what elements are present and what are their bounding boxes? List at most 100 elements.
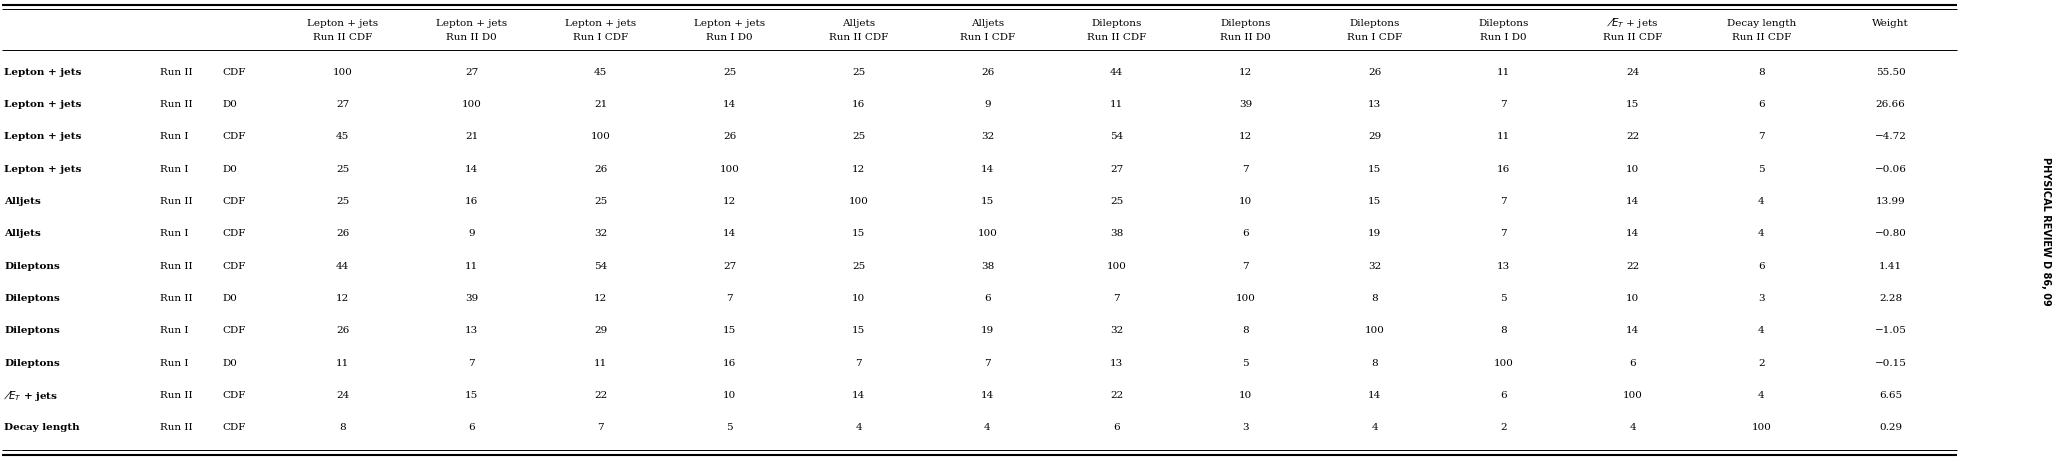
Text: 25: 25 [336,197,349,206]
Text: Dileptons: Dileptons [1478,18,1529,28]
Text: Alljets: Alljets [4,229,41,238]
Text: 100: 100 [1622,391,1643,400]
Text: D0: D0 [223,164,237,174]
Text: 100: 100 [848,197,869,206]
Text: 27: 27 [336,100,349,109]
Text: 100: 100 [462,100,481,109]
Text: 54: 54 [1110,132,1123,141]
Text: 14: 14 [1626,229,1639,238]
Text: 15: 15 [852,229,865,238]
Text: Run I: Run I [161,164,188,174]
Text: 100: 100 [1106,261,1127,271]
Text: 14: 14 [852,391,865,400]
Text: 22: 22 [1626,261,1639,271]
Text: Lepton + jets: Lepton + jets [566,18,636,28]
Text: 12: 12 [852,164,865,174]
Text: 15: 15 [1626,100,1639,109]
Text: 10: 10 [722,391,737,400]
Text: 6: 6 [985,294,991,303]
Text: 10: 10 [1626,294,1639,303]
Text: 10: 10 [1626,164,1639,174]
Text: $\mathit{\not\!\!E}_T$ + jets: $\mathit{\not\!\!E}_T$ + jets [4,388,58,403]
Text: 29: 29 [594,326,607,335]
Text: 4: 4 [854,423,863,432]
Text: 16: 16 [1496,164,1511,174]
Text: 6: 6 [469,423,475,432]
Text: 32: 32 [1110,326,1123,335]
Text: Lepton + jets: Lepton + jets [4,132,80,141]
Text: CDF: CDF [223,423,246,432]
Text: 44: 44 [1110,67,1123,77]
Text: 4: 4 [985,423,991,432]
Text: Run II CDF: Run II CDF [314,34,372,43]
Text: Run I D0: Run I D0 [1480,34,1527,43]
Text: 24: 24 [1626,67,1639,77]
Text: 54: 54 [594,261,607,271]
Text: 12: 12 [1238,67,1253,77]
Text: 26: 26 [594,164,607,174]
Text: 26: 26 [336,229,349,238]
Text: CDF: CDF [223,67,246,77]
Text: 7: 7 [469,359,475,368]
Text: 100: 100 [720,164,739,174]
Text: 8: 8 [1370,294,1379,303]
Text: −0.06: −0.06 [1874,164,1907,174]
Text: Weight: Weight [1872,18,1909,28]
Text: 25: 25 [852,132,865,141]
Text: 100: 100 [1236,294,1255,303]
Text: 100: 100 [978,229,997,238]
Text: Run II CDF: Run II CDF [1088,34,1146,43]
Text: 11: 11 [1496,132,1511,141]
Text: Dileptons: Dileptons [4,294,60,303]
Text: 9: 9 [469,229,475,238]
Text: Run II: Run II [161,423,192,432]
Text: 4: 4 [1759,391,1765,400]
Text: 11: 11 [1496,67,1511,77]
Text: 100: 100 [590,132,611,141]
Text: PHYSICAL REVIEW D 86, 09: PHYSICAL REVIEW D 86, 09 [2041,157,2052,305]
Text: 38: 38 [1110,229,1123,238]
Text: Lepton + jets: Lepton + jets [4,67,80,77]
Text: Lepton + jets: Lepton + jets [436,18,508,28]
Text: $\mathit{\not\!\!E}_T$ + jets: $\mathit{\not\!\!E}_T$ + jets [1608,16,1657,30]
Text: 25: 25 [852,67,865,77]
Text: 27: 27 [1110,164,1123,174]
Text: Run I D0: Run I D0 [706,34,753,43]
Text: 5: 5 [1501,294,1507,303]
Text: Run II D0: Run II D0 [446,34,497,43]
Text: Dileptons: Dileptons [1220,18,1271,28]
Text: CDF: CDF [223,197,246,206]
Text: 9: 9 [985,100,991,109]
Text: 12: 12 [1238,132,1253,141]
Text: 13: 13 [1496,261,1511,271]
Text: Run I CDF: Run I CDF [960,34,1015,43]
Text: 25: 25 [852,261,865,271]
Text: 6: 6 [1501,391,1507,400]
Text: 16: 16 [722,359,737,368]
Text: 11: 11 [594,359,607,368]
Text: 5: 5 [1243,359,1249,368]
Text: 13: 13 [1368,100,1381,109]
Text: 7: 7 [1501,229,1507,238]
Text: Decay length: Decay length [4,423,80,432]
Text: 19: 19 [980,326,995,335]
Text: Lepton + jets: Lepton + jets [4,100,80,109]
Text: 8: 8 [1370,359,1379,368]
Text: 100: 100 [332,67,353,77]
Text: 7: 7 [1243,261,1249,271]
Text: 7: 7 [727,294,733,303]
Text: 2.28: 2.28 [1878,294,1903,303]
Text: 6: 6 [1628,359,1637,368]
Text: 11: 11 [336,359,349,368]
Text: 3: 3 [1759,294,1765,303]
Text: 5: 5 [1759,164,1765,174]
Text: Run I CDF: Run I CDF [1348,34,1401,43]
Text: −0.80: −0.80 [1874,229,1907,238]
Text: 25: 25 [722,67,737,77]
Text: 12: 12 [336,294,349,303]
Text: Dileptons: Dileptons [1350,18,1399,28]
Text: 38: 38 [980,261,995,271]
Text: 55.50: 55.50 [1876,67,1905,77]
Text: CDF: CDF [223,326,246,335]
Text: 8: 8 [1243,326,1249,335]
